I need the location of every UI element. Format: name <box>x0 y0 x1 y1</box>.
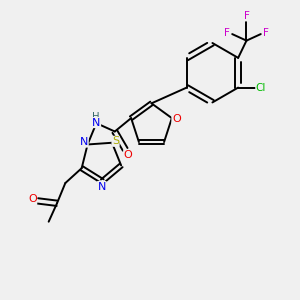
Text: O: O <box>172 114 181 124</box>
Text: H: H <box>92 112 100 122</box>
Text: F: F <box>263 28 269 38</box>
Text: N: N <box>92 118 100 128</box>
Text: N: N <box>98 182 106 191</box>
Text: O: O <box>124 150 133 160</box>
Text: F: F <box>244 11 249 21</box>
Text: Cl: Cl <box>256 82 266 93</box>
Text: S: S <box>112 136 119 146</box>
Text: F: F <box>224 28 230 38</box>
Text: N: N <box>80 137 88 147</box>
Text: O: O <box>28 194 37 204</box>
